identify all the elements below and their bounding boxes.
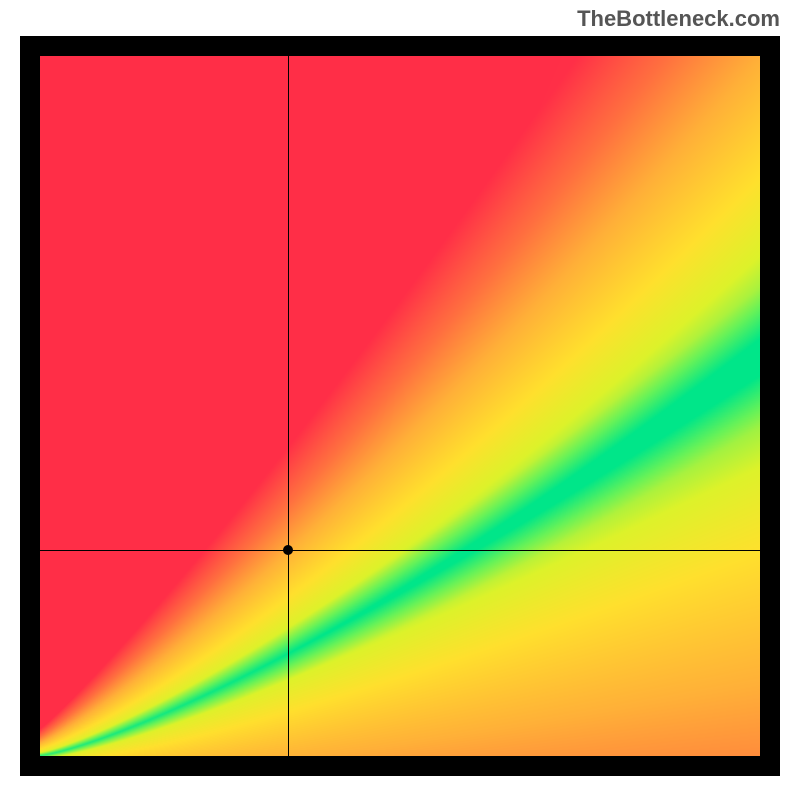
- heatmap-plot: [40, 56, 760, 756]
- marker-point: [283, 545, 293, 555]
- watermark-text: TheBottleneck.com: [577, 6, 780, 32]
- chart-border: [20, 36, 780, 776]
- crosshair-horizontal: [40, 550, 760, 551]
- heatmap-canvas: [40, 56, 760, 756]
- container: TheBottleneck.com: [0, 0, 800, 800]
- crosshair-vertical: [288, 56, 289, 756]
